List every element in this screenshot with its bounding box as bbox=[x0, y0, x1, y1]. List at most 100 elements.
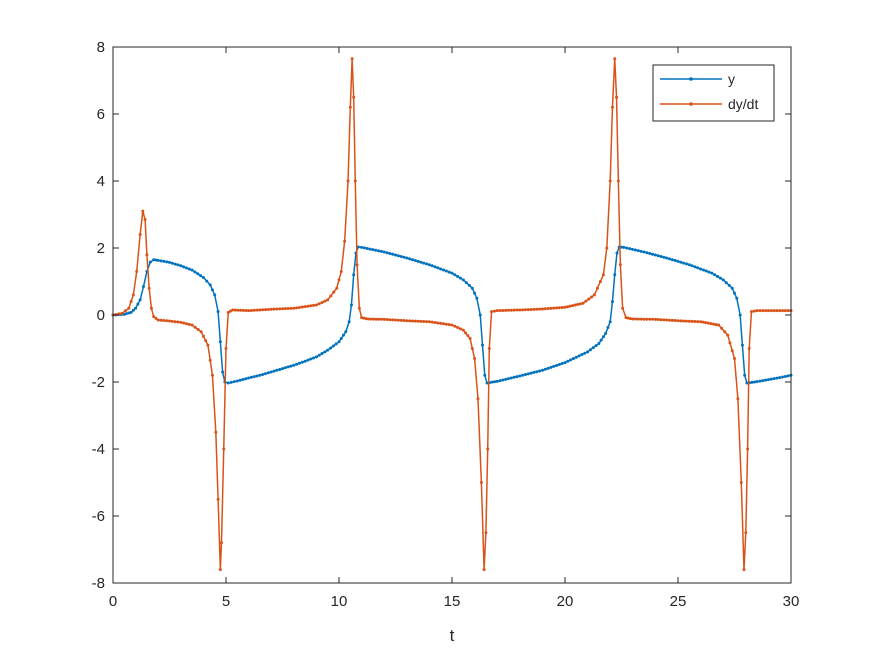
series-point bbox=[453, 324, 457, 328]
series-point bbox=[476, 397, 480, 401]
y-tick-label: -4 bbox=[92, 441, 105, 458]
series-point bbox=[129, 300, 133, 304]
series-point bbox=[297, 305, 301, 309]
series-point bbox=[442, 268, 446, 272]
series-point bbox=[781, 309, 785, 313]
series-point bbox=[320, 300, 324, 304]
series-point bbox=[218, 568, 222, 572]
series-point bbox=[490, 310, 494, 314]
series-point bbox=[597, 341, 601, 345]
y-tick-label: -6 bbox=[92, 508, 105, 525]
series-point bbox=[752, 309, 756, 313]
series-point bbox=[292, 363, 296, 367]
series-point bbox=[427, 320, 431, 324]
series-point bbox=[670, 258, 674, 262]
series-point bbox=[549, 306, 553, 310]
series-point bbox=[486, 447, 490, 451]
series-point bbox=[184, 322, 188, 326]
series-point bbox=[587, 297, 591, 301]
series-point bbox=[326, 298, 330, 302]
series-point bbox=[580, 353, 584, 357]
series-point bbox=[374, 248, 378, 252]
series-point bbox=[701, 268, 705, 272]
series-point bbox=[238, 378, 242, 382]
series-point bbox=[747, 347, 751, 350]
series-point bbox=[348, 105, 352, 109]
series-point bbox=[512, 375, 516, 379]
series-point bbox=[730, 286, 734, 290]
series-point bbox=[399, 255, 403, 259]
series-point bbox=[577, 354, 581, 358]
series-point bbox=[679, 319, 683, 323]
series-point bbox=[347, 320, 351, 324]
series-point bbox=[122, 312, 126, 316]
series-point bbox=[733, 291, 736, 295]
series-point bbox=[173, 320, 177, 324]
series-point bbox=[362, 316, 366, 320]
series-point bbox=[707, 270, 711, 274]
series-point bbox=[549, 365, 553, 369]
series-point bbox=[131, 308, 135, 312]
series-point bbox=[196, 272, 200, 276]
series-point bbox=[335, 286, 339, 290]
series-point bbox=[758, 309, 762, 313]
series-point bbox=[154, 316, 158, 320]
series-point bbox=[201, 275, 205, 279]
series-point bbox=[479, 481, 483, 484]
series-point bbox=[247, 309, 251, 313]
series-point bbox=[229, 380, 233, 384]
series-point bbox=[377, 249, 381, 253]
series-point bbox=[591, 346, 595, 350]
legend-label-dydt: dy/dt bbox=[728, 96, 758, 112]
series-point bbox=[368, 247, 372, 251]
series-point bbox=[775, 309, 779, 313]
series-point bbox=[478, 313, 482, 317]
series-point bbox=[165, 319, 169, 323]
series-point bbox=[470, 347, 474, 350]
series-point bbox=[232, 380, 236, 384]
x-tick-label: 30 bbox=[783, 593, 800, 610]
series-point bbox=[523, 308, 527, 312]
series-point bbox=[535, 370, 539, 374]
series-point bbox=[255, 308, 259, 312]
series-point bbox=[419, 260, 423, 264]
series-point bbox=[385, 251, 389, 255]
series-point bbox=[704, 321, 708, 325]
series-point bbox=[317, 302, 321, 306]
series-point bbox=[292, 306, 296, 310]
series-point bbox=[353, 179, 357, 183]
series-point bbox=[584, 299, 588, 303]
series-point bbox=[631, 317, 635, 321]
series-point bbox=[615, 251, 619, 255]
series-point bbox=[366, 317, 370, 321]
series-point bbox=[261, 308, 265, 312]
series-point bbox=[396, 254, 400, 258]
series-point bbox=[193, 325, 197, 329]
series-point bbox=[742, 568, 746, 572]
series-point bbox=[337, 340, 341, 344]
series-point bbox=[289, 364, 293, 368]
series-point bbox=[546, 307, 550, 311]
series-point bbox=[552, 364, 556, 368]
series-point bbox=[642, 250, 646, 254]
series-point bbox=[196, 328, 200, 332]
series-point bbox=[766, 378, 770, 382]
series-point bbox=[416, 319, 420, 323]
series-point bbox=[515, 375, 519, 379]
series-point bbox=[252, 375, 256, 379]
series-point bbox=[621, 306, 625, 310]
series-point bbox=[342, 333, 346, 337]
series-point bbox=[439, 267, 443, 271]
series-point bbox=[684, 262, 688, 266]
series-point bbox=[453, 273, 457, 277]
series-point bbox=[720, 326, 724, 330]
series-point bbox=[766, 309, 770, 313]
series-point bbox=[608, 179, 612, 183]
series-point bbox=[728, 341, 732, 345]
series-point bbox=[509, 308, 513, 312]
series-point bbox=[413, 259, 417, 263]
series-point bbox=[247, 376, 251, 380]
series-point bbox=[724, 281, 728, 285]
series-point bbox=[142, 285, 146, 289]
series-point bbox=[592, 293, 596, 297]
